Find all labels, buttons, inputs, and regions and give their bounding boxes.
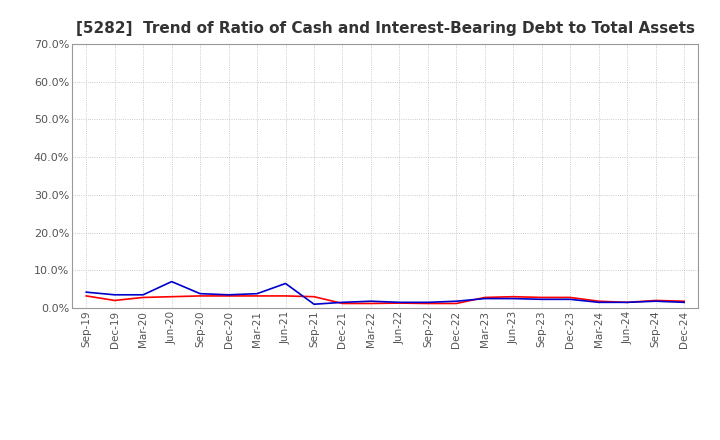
Cash <box>537 295 546 300</box>
Interest-Bearing Debt <box>139 292 148 297</box>
Cash <box>253 293 261 299</box>
Cash <box>452 301 461 306</box>
Interest-Bearing Debt <box>509 296 518 301</box>
Cash <box>652 298 660 303</box>
Line: Cash: Cash <box>86 296 684 304</box>
Interest-Bearing Debt <box>310 301 318 307</box>
Cash <box>196 293 204 299</box>
Interest-Bearing Debt <box>680 300 688 305</box>
Interest-Bearing Debt <box>366 299 375 304</box>
Cash <box>82 293 91 299</box>
Cash <box>139 295 148 300</box>
Cash <box>509 294 518 299</box>
Interest-Bearing Debt <box>225 292 233 297</box>
Interest-Bearing Debt <box>566 297 575 302</box>
Cash <box>225 293 233 299</box>
Interest-Bearing Debt <box>196 291 204 296</box>
Interest-Bearing Debt <box>537 297 546 302</box>
Interest-Bearing Debt <box>253 291 261 296</box>
Interest-Bearing Debt <box>595 300 603 305</box>
Interest-Bearing Debt <box>282 281 290 286</box>
Cash <box>395 301 404 306</box>
Cash <box>595 299 603 304</box>
Interest-Bearing Debt <box>82 290 91 295</box>
Cash <box>167 294 176 299</box>
Interest-Bearing Debt <box>480 296 489 301</box>
Cash <box>680 299 688 304</box>
Cash <box>282 293 290 299</box>
Interest-Bearing Debt <box>338 300 347 305</box>
Title: [5282]  Trend of Ratio of Cash and Interest-Bearing Debt to Total Assets: [5282] Trend of Ratio of Cash and Intere… <box>76 21 695 36</box>
Interest-Bearing Debt <box>395 300 404 305</box>
Cash <box>480 295 489 300</box>
Cash <box>110 298 119 303</box>
Interest-Bearing Debt <box>110 292 119 297</box>
Interest-Bearing Debt <box>623 300 631 305</box>
Cash <box>338 301 347 306</box>
Cash <box>566 295 575 300</box>
Cash <box>623 300 631 305</box>
Cash <box>423 301 432 306</box>
Interest-Bearing Debt <box>423 300 432 305</box>
Line: Interest-Bearing Debt: Interest-Bearing Debt <box>86 282 684 304</box>
Interest-Bearing Debt <box>652 299 660 304</box>
Interest-Bearing Debt <box>167 279 176 284</box>
Cash <box>310 294 318 299</box>
Interest-Bearing Debt <box>452 299 461 304</box>
Cash <box>366 301 375 306</box>
